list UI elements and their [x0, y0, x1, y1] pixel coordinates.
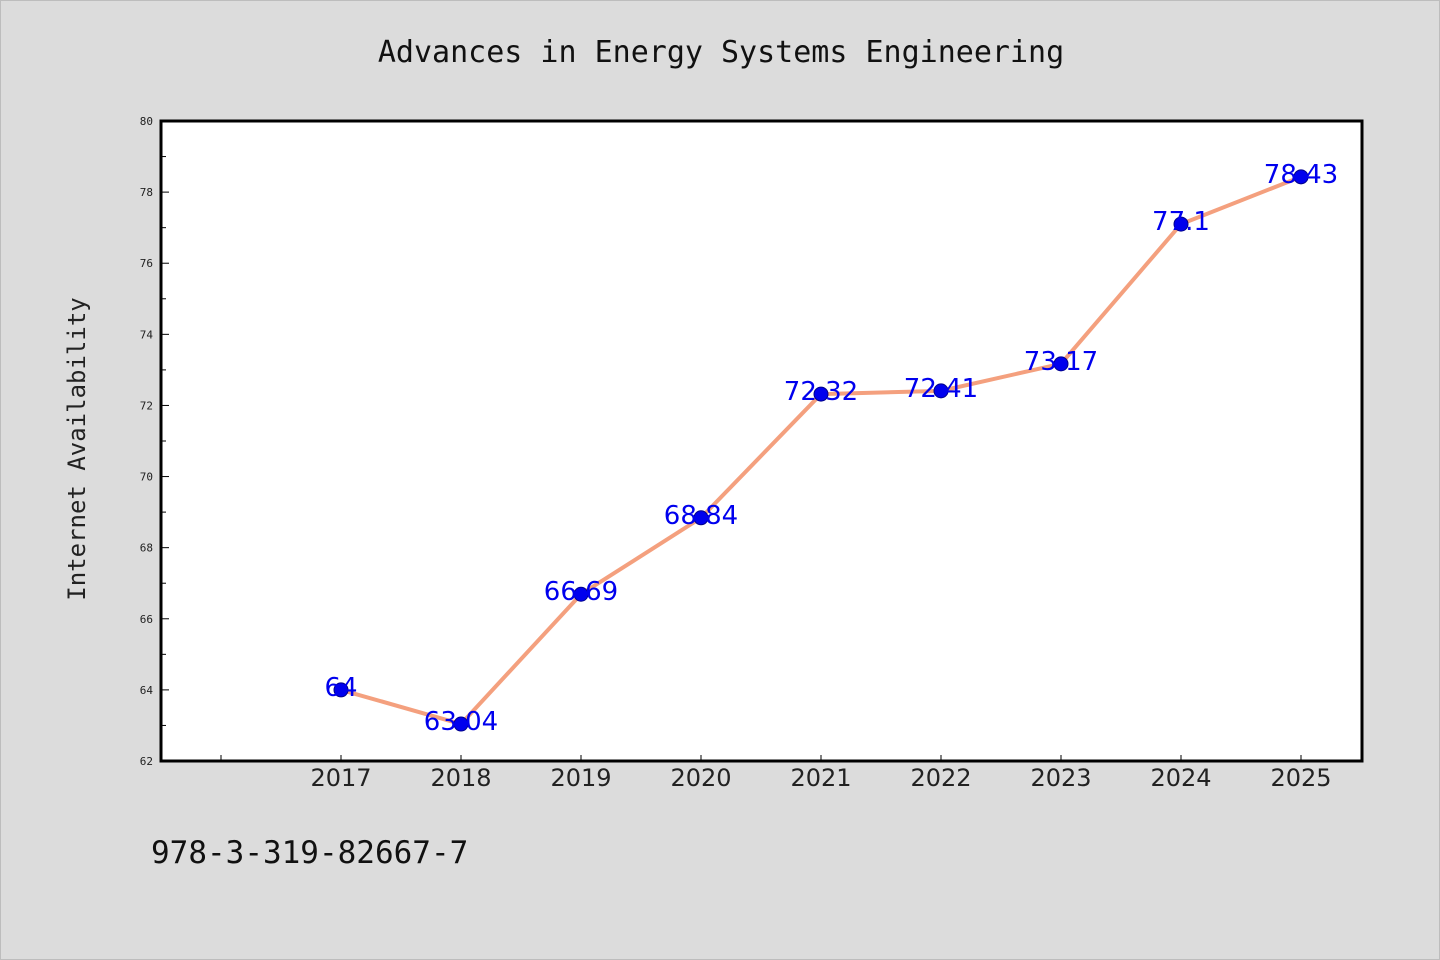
- data-point: [813, 386, 829, 402]
- x-tick-label: 2020: [670, 764, 731, 792]
- data-label: 72.32: [784, 377, 858, 407]
- data-label: 66.69: [544, 577, 618, 607]
- plot-area: [159, 119, 1364, 763]
- y-tick-label: 64: [140, 684, 154, 697]
- data-label: 64: [324, 673, 357, 703]
- x-tick-label: 2023: [1030, 764, 1091, 792]
- data-point: [1053, 356, 1069, 372]
- y-tick-label: 74: [140, 328, 154, 341]
- x-tick-label: 2017: [310, 764, 371, 792]
- y-tick-label: 66: [140, 613, 153, 626]
- x-tick-label: 2018: [430, 764, 491, 792]
- data-point: [693, 510, 709, 526]
- y-tick-label: 68: [140, 542, 153, 555]
- data-point: [453, 716, 469, 732]
- chart-title: Advances in Energy Systems Engineering: [377, 35, 1065, 70]
- data-point: [333, 682, 349, 698]
- y-tick-label: 62: [140, 755, 153, 768]
- y-tick-label: 78: [140, 186, 153, 199]
- data-label: 68.84: [664, 501, 738, 531]
- data-label: 72.41: [904, 374, 978, 404]
- x-tick-label: 2025: [1270, 764, 1331, 792]
- data-point: [933, 383, 949, 399]
- x-tick-label: 2024: [1150, 764, 1211, 792]
- isbn-text: 978-3-319-82667-7: [151, 835, 469, 871]
- y-tick-label: 76: [140, 257, 153, 270]
- y-tick-label: 70: [140, 471, 153, 484]
- data-label: 73.17: [1024, 347, 1098, 377]
- data-point: [1173, 216, 1189, 232]
- y-tick-label: 72: [140, 399, 153, 412]
- data-label: 77.1: [1152, 207, 1210, 237]
- data-point: [573, 586, 589, 602]
- data-point: [1293, 169, 1309, 185]
- x-tick-label: 2021: [790, 764, 851, 792]
- x-tick-label: 2019: [550, 764, 611, 792]
- y-tick-label: 80: [140, 115, 153, 128]
- data-label: 78.43: [1264, 160, 1338, 190]
- data-label: 63.04: [424, 707, 498, 737]
- x-tick-label: 2022: [910, 764, 971, 792]
